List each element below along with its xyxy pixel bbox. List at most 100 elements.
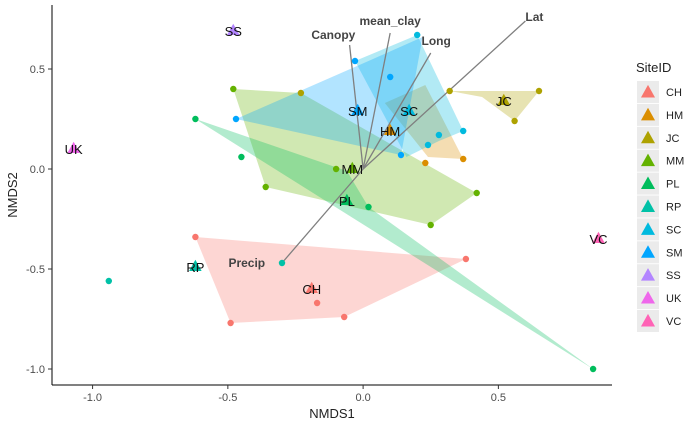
sample-point-sc bbox=[414, 31, 421, 39]
legend-label-hm: HM bbox=[666, 110, 683, 122]
legend-item-jc: JC bbox=[637, 126, 680, 149]
y-axis-title: NMDS2 bbox=[5, 172, 20, 218]
vector-label-precip: Precip bbox=[228, 256, 265, 270]
hull-ch bbox=[195, 237, 466, 323]
y-axis-ticks: -1.0 -0.5 0.0 0.5 bbox=[26, 64, 52, 376]
vector-long bbox=[362, 52, 432, 170]
sample-point-sc bbox=[435, 131, 443, 139]
sample-point-mm bbox=[332, 165, 340, 173]
legend-key-mm bbox=[640, 153, 656, 167]
centroid-label-pl: PL bbox=[339, 194, 355, 209]
centroid-marker-sc bbox=[402, 103, 416, 115]
legend-label-pl: PL bbox=[666, 179, 679, 191]
legend-item-uk: UK bbox=[637, 287, 682, 310]
legend-label-uk: UK bbox=[666, 293, 682, 305]
centroid-layer: CH HM JC MM PL RP SC SM SS UK VC bbox=[65, 23, 608, 297]
centroid-marker-sm bbox=[351, 103, 364, 115]
x-tick-label: -1.0 bbox=[83, 392, 102, 404]
point-layer bbox=[105, 31, 597, 373]
legend-label-ch: CH bbox=[666, 87, 682, 99]
y-tick-label: 0.0 bbox=[30, 164, 45, 176]
centroid-marker-jc bbox=[497, 93, 511, 105]
sample-point-jc bbox=[535, 87, 543, 95]
vector-layer bbox=[281, 20, 526, 264]
hull-sm bbox=[236, 37, 423, 155]
vector-label-long: Long bbox=[421, 34, 450, 48]
x-axis-title: NMDS1 bbox=[309, 406, 355, 421]
sample-point-jc bbox=[297, 89, 305, 97]
legend: SiteID CH HM JC MM PL RP SC SM SS UK VC bbox=[636, 60, 684, 332]
sample-point-sm bbox=[232, 115, 240, 123]
legend-key-ss bbox=[640, 268, 656, 281]
legend-key-vc bbox=[640, 313, 656, 327]
centroid-label-jc: JC bbox=[496, 94, 512, 109]
x-axis-ticks: -1.0 -0.5 0.0 0.5 bbox=[83, 385, 506, 404]
legend-item-vc: VC bbox=[637, 310, 681, 332]
sample-point-pl bbox=[238, 153, 245, 161]
sample-point-sm bbox=[387, 73, 394, 81]
legend-title: SiteID bbox=[636, 60, 671, 75]
legend-item-sc: SC bbox=[637, 218, 681, 241]
sample-point-rp bbox=[278, 259, 286, 267]
legend-item-pl: PL bbox=[637, 172, 679, 195]
legend-key-pl bbox=[640, 176, 656, 190]
legend-key-jc bbox=[640, 130, 656, 144]
vector-label-canopy: Canopy bbox=[311, 28, 355, 42]
legend-key-hm bbox=[640, 107, 656, 121]
x-tick-label: -0.5 bbox=[218, 392, 237, 404]
legend-label-vc: VC bbox=[666, 316, 681, 328]
legend-label-sc: SC bbox=[666, 224, 681, 236]
legend-key-rp bbox=[640, 199, 656, 212]
centroid-marker-ch bbox=[305, 281, 318, 293]
vector-precip bbox=[281, 168, 364, 264]
centroid-marker-ss bbox=[227, 23, 240, 35]
centroid-label-sc: SC bbox=[400, 104, 418, 119]
hull-pl bbox=[195, 119, 594, 369]
centroid-marker-mm bbox=[346, 161, 359, 173]
sample-point-mm bbox=[427, 221, 434, 229]
legend-items: CH HM JC MM PL RP SC SM SS UK VC bbox=[637, 81, 684, 332]
sample-point-ch bbox=[462, 255, 470, 263]
legend-item-mm: MM bbox=[637, 149, 684, 172]
centroid-marker-vc bbox=[592, 231, 605, 243]
sample-point-jc bbox=[511, 117, 518, 125]
centroid-label-rp: RP bbox=[186, 260, 204, 275]
sample-point-mm bbox=[230, 85, 237, 93]
centroid-label-mm: MM bbox=[341, 162, 363, 177]
centroid-label-hm: HM bbox=[380, 124, 400, 139]
x-tick-label: 0.0 bbox=[355, 392, 370, 404]
legend-item-rp: RP bbox=[637, 195, 681, 218]
legend-item-sm: SM bbox=[637, 241, 683, 264]
sample-point-pl bbox=[365, 203, 372, 211]
centroid-marker-hm bbox=[383, 123, 397, 135]
sample-point-ch bbox=[313, 299, 321, 307]
sample-point-sc bbox=[424, 141, 432, 149]
legend-key-uk bbox=[640, 291, 656, 304]
hull-jc bbox=[449, 91, 539, 121]
sample-point-hm bbox=[460, 155, 467, 163]
centroid-marker-rp bbox=[189, 259, 202, 271]
y-tick-label: 0.5 bbox=[30, 64, 45, 76]
legend-label-rp: RP bbox=[666, 202, 681, 214]
hull-sc bbox=[355, 35, 464, 157]
sample-point-jc bbox=[446, 87, 453, 95]
centroid-label-uk: UK bbox=[65, 142, 83, 157]
sample-point-sm bbox=[351, 57, 359, 65]
hull-hm bbox=[384, 85, 464, 159]
sample-point-pl bbox=[192, 115, 199, 123]
vector-label-mean-clay: mean_clay bbox=[359, 14, 421, 28]
centroid-marker-pl bbox=[340, 193, 354, 205]
legend-label-sm: SM bbox=[666, 247, 683, 259]
x-tick-label: 0.5 bbox=[491, 392, 506, 404]
legend-item-ss: SS bbox=[637, 264, 681, 287]
centroid-label-ss: SS bbox=[225, 24, 243, 39]
vector-mean-clay bbox=[362, 32, 391, 170]
sample-point-mm bbox=[262, 183, 269, 191]
vector-lat bbox=[362, 20, 526, 170]
sample-point-pl bbox=[589, 365, 597, 373]
centroid-marker-uk bbox=[67, 141, 80, 153]
sample-point-ch bbox=[192, 233, 199, 241]
legend-key-ch bbox=[640, 84, 656, 98]
sample-point-ch bbox=[227, 319, 234, 327]
sample-point-ch bbox=[341, 313, 348, 321]
